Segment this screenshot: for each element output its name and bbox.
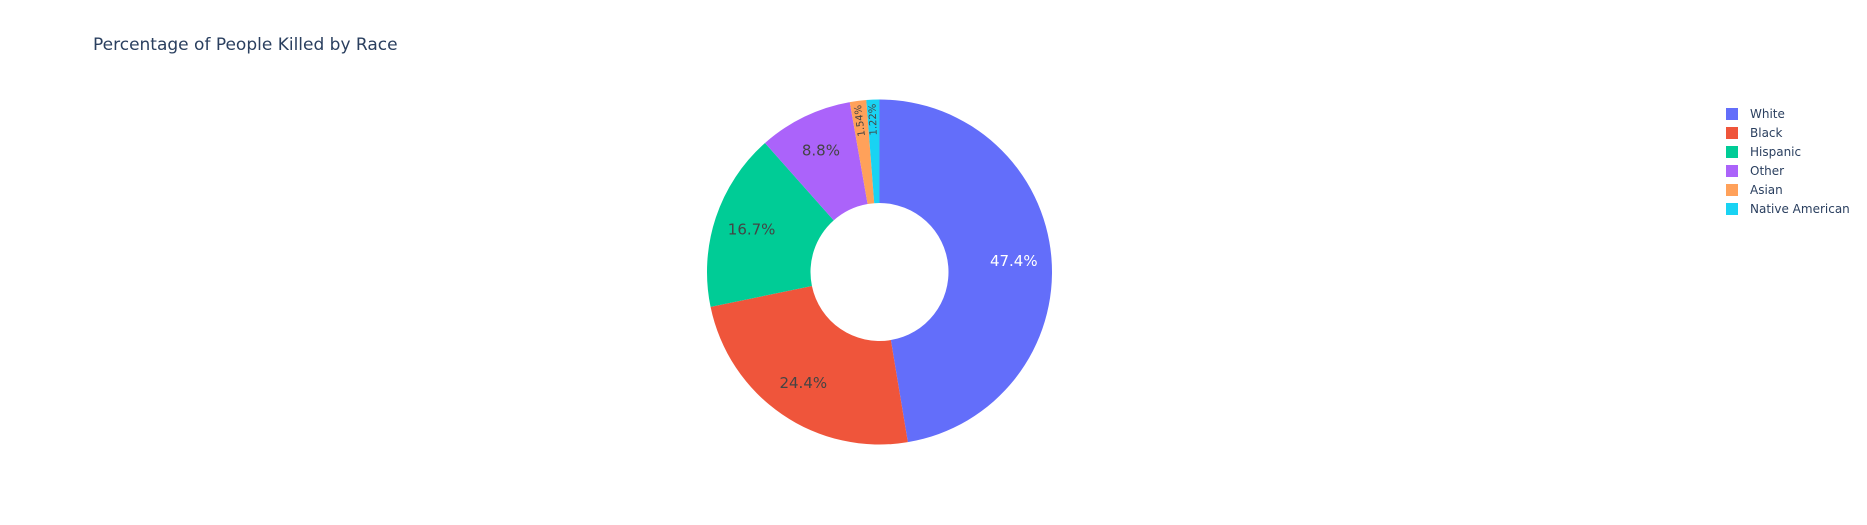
legend-swatch: [1726, 184, 1738, 196]
legend-swatch: [1726, 165, 1738, 177]
slice-white: [879, 99, 1053, 443]
legend-swatch: [1726, 108, 1738, 120]
slice-label-black: 24.4%: [779, 374, 827, 392]
legend-label: Other: [1750, 164, 1784, 178]
slice-label-native-american: 1.22%: [868, 104, 880, 136]
legend-label: Native American: [1750, 202, 1850, 216]
slice-label-white: 47.4%: [990, 252, 1038, 270]
chart-title: Percentage of People Killed by Race: [93, 35, 398, 55]
legend-swatch: [1726, 146, 1738, 158]
legend-label: White: [1750, 107, 1785, 121]
legend-item-native-american[interactable]: Native American: [1726, 202, 1850, 216]
legend: White Black Hispanic Other Asian Native Ameri…: [1726, 107, 1850, 216]
slice-label-asian: 1.54%: [853, 104, 868, 137]
legend-label: Hispanic: [1750, 145, 1801, 159]
slice-black: [710, 285, 908, 445]
legend-label: Black: [1750, 126, 1783, 140]
legend-item-other[interactable]: Other: [1726, 164, 1784, 178]
slice-label-other: 8.8%: [802, 142, 840, 160]
slice-native-american: [866, 99, 880, 204]
legend-item-black[interactable]: Black: [1726, 126, 1783, 140]
legend-swatch: [1726, 127, 1738, 139]
legend-item-asian[interactable]: Asian: [1726, 183, 1783, 197]
slice-label-hispanic: 16.7%: [728, 221, 776, 239]
legend-swatch: [1726, 203, 1738, 215]
legend-label: Asian: [1750, 183, 1783, 197]
slice-asian: [849, 100, 875, 205]
pie-slices: [707, 99, 1053, 445]
pie-slice-labels: 47.4% 24.4% 16.7% 8.8% 1.54% 1.22%: [728, 104, 1038, 393]
legend-item-hispanic[interactable]: Hispanic: [1726, 145, 1801, 159]
slice-hispanic: [707, 142, 834, 307]
slice-other: [764, 102, 868, 221]
legend-item-white[interactable]: White: [1726, 107, 1785, 121]
